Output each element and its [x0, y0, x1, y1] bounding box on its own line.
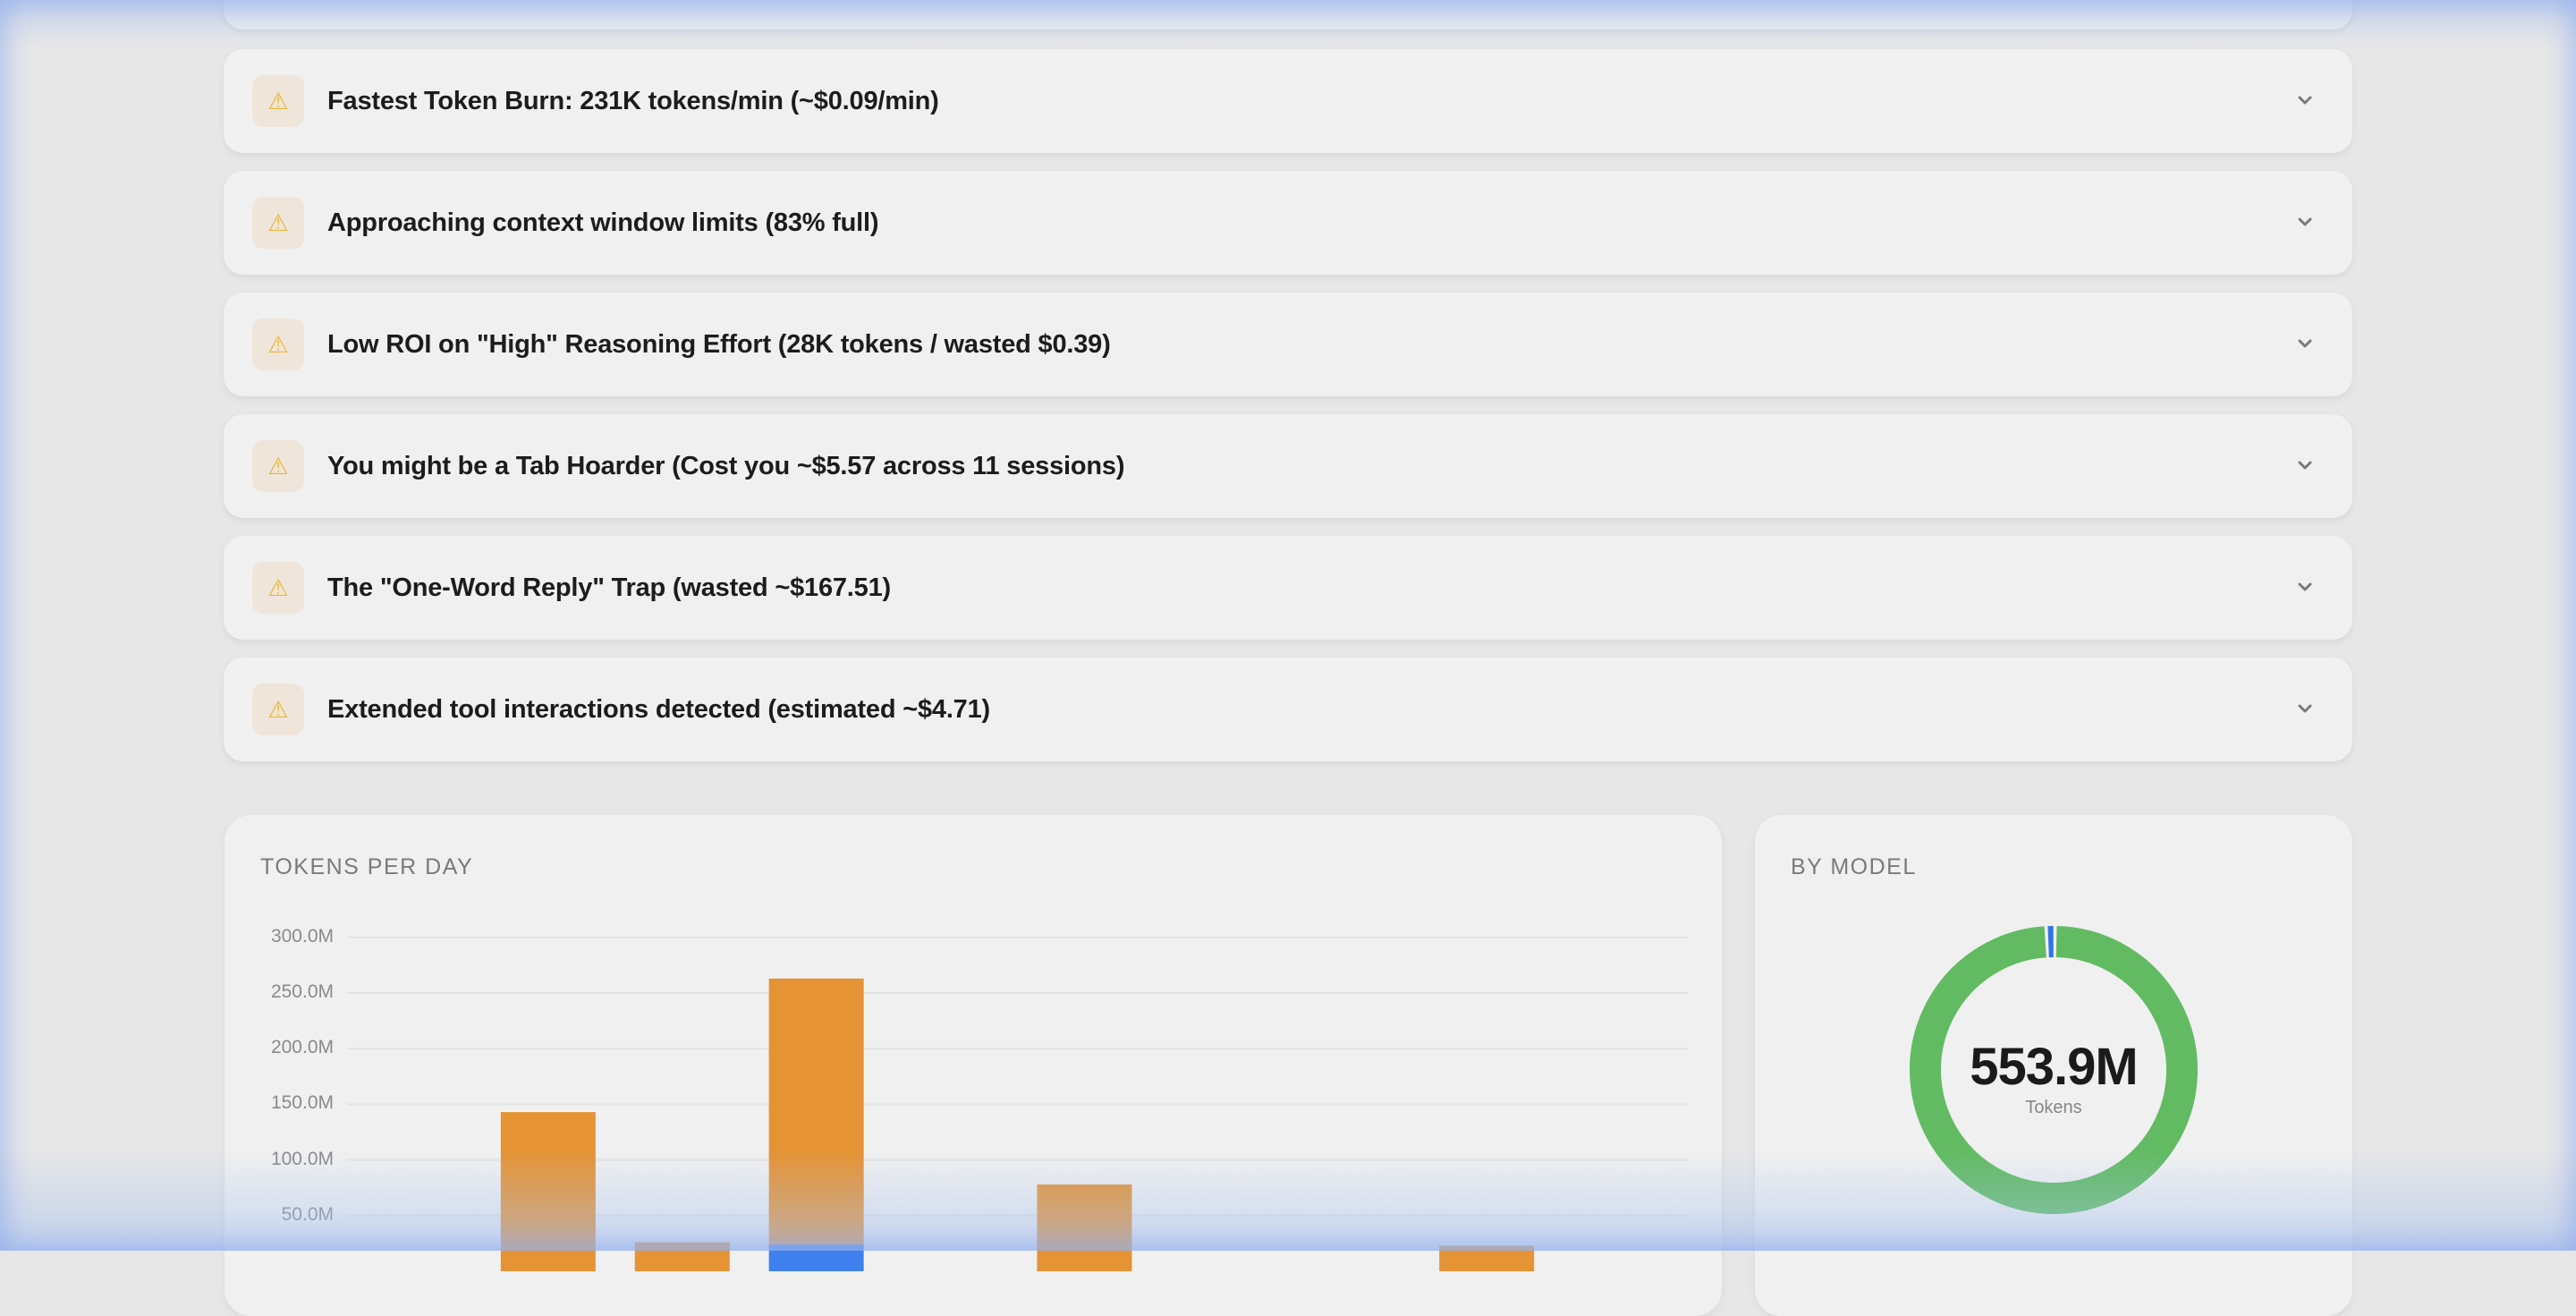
- alert-row[interactable]: ⚠ Approaching context window limits (83% …: [224, 171, 2352, 275]
- warning-glyph: ⚠: [267, 209, 288, 237]
- warning-icon: ⚠: [252, 318, 304, 370]
- bar-segment[interactable]: [769, 979, 864, 1244]
- alert-title: Fastest Token Burn: 231K tokens/min (~$0…: [327, 87, 939, 116]
- warning-glyph: ⚠: [267, 453, 288, 480]
- chevron-down-icon[interactable]: [2293, 454, 2317, 477]
- alert-title: Low ROI on "High" Reasoning Effort (28K …: [327, 330, 1111, 360]
- tokens-per-day-chart: [225, 815, 1722, 1316]
- warning-glyph: ⚠: [267, 574, 288, 602]
- warning-icon: ⚠: [252, 562, 304, 614]
- alert-row[interactable]: ⚠ The "One-Word Reply" Trap (wasted ~$167…: [224, 536, 2352, 640]
- alert-row[interactable]: ⚠ You might be a Tab Hoarder (Cost you ~$…: [224, 414, 2352, 518]
- bar-segment[interactable]: [1037, 1184, 1131, 1271]
- chevron-down-icon[interactable]: [2293, 332, 2317, 355]
- chevron-down-icon[interactable]: [2293, 575, 2317, 599]
- alert-row[interactable]: ⚠ Extended tool interactions detected (es…: [224, 658, 2352, 761]
- bar-segment[interactable]: [769, 1244, 864, 1271]
- by-model-card: BY MODEL 553.9M Tokens: [1755, 815, 2352, 1316]
- chevron-down-icon[interactable]: [2293, 697, 2317, 720]
- warning-glyph: ⚠: [267, 88, 288, 115]
- alert-title: Approaching context window limits (83% f…: [327, 208, 878, 238]
- alert-title: The "One-Word Reply" Trap (wasted ~$167.…: [327, 573, 891, 603]
- warning-glyph: ⚠: [267, 696, 288, 724]
- alert-title: You might be a Tab Hoarder (Cost you ~$5…: [327, 452, 1124, 481]
- donut-total-value: 553.9M: [1755, 1037, 2352, 1097]
- warning-glyph: ⚠: [267, 331, 288, 359]
- alert-title: Extended tool interactions detected (est…: [327, 695, 990, 725]
- donut-total-label: Tokens: [1755, 1098, 2352, 1118]
- warning-icon: ⚠: [252, 440, 304, 492]
- warning-icon: ⚠: [252, 75, 304, 127]
- alert-row-partial[interactable]: [224, 0, 2352, 30]
- chevron-down-icon[interactable]: [2293, 210, 2317, 233]
- bar-segment[interactable]: [1439, 1245, 1534, 1271]
- chevron-down-icon[interactable]: [2293, 89, 2317, 112]
- bar-segment[interactable]: [635, 1243, 730, 1271]
- warning-icon: ⚠: [252, 197, 304, 249]
- alert-row[interactable]: ⚠ Low ROI on "High" Reasoning Effort (28K…: [224, 293, 2352, 396]
- bar-segment[interactable]: [501, 1112, 596, 1271]
- alert-row[interactable]: ⚠ Fastest Token Burn: 231K tokens/min (~$…: [224, 49, 2352, 153]
- warning-icon: ⚠: [252, 683, 304, 735]
